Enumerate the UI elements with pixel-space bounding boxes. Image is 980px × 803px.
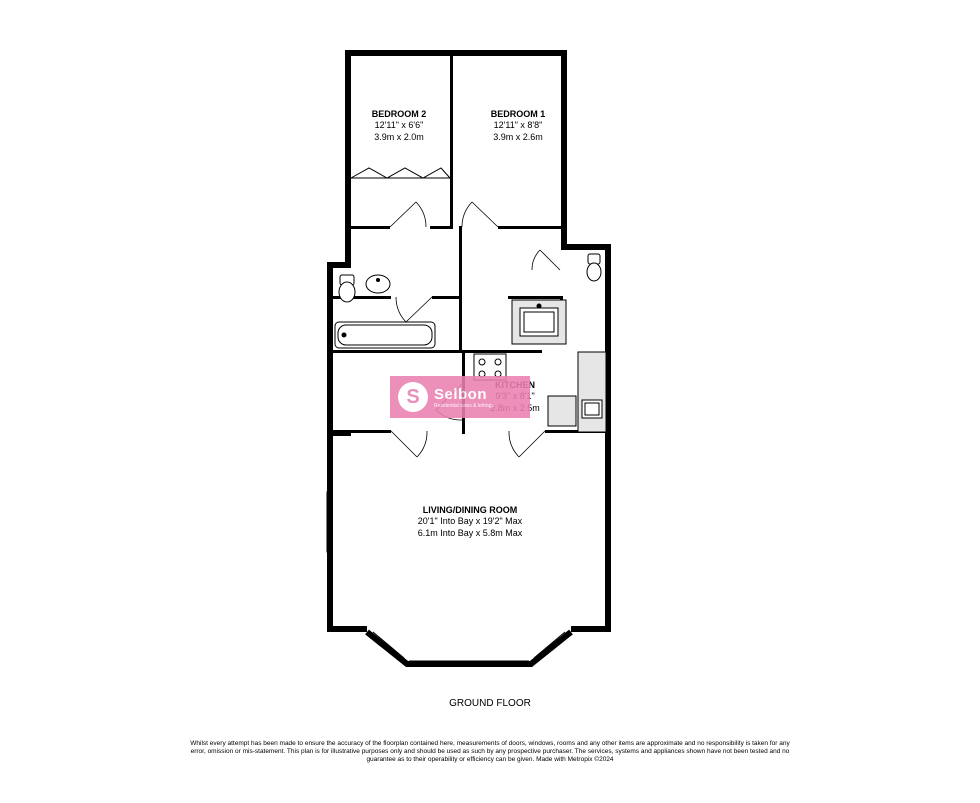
label-bedroom1: BEDROOM 1 12'11" x 8'8" 3.9m x 2.6m [458,109,578,143]
bedroom2-name: BEDROOM 2 [339,109,459,120]
floorplan-stage: BEDROOM 2 12'11" x 6'6" 3.9m x 2.0m BEDR… [0,0,980,803]
bedroom1-imperial: 12'11" x 8'8" [458,120,578,131]
bedroom2-wardrobe [351,168,450,178]
watermark-tagline: Residential sales & lettings [434,403,494,409]
disclaimer-text: Whilst every attempt has been made to en… [190,740,790,764]
living-metric: 6.1m Into Bay x 5.8m Max [390,528,550,539]
bathroom-fixtures [335,275,435,348]
bedroom2-metric: 3.9m x 2.0m [339,132,459,143]
watermark-badge: S Selbon Residential sales & lettings [390,376,530,418]
bedroom1-metric: 3.9m x 2.6m [458,132,578,143]
watermark-brand: Selbon [434,386,494,403]
label-living: LIVING/DINING ROOM 20'1" Into Bay x 19'2… [390,505,550,539]
living-imperial: 20'1" Into Bay x 19'2" Max [390,516,550,527]
watermark-logo-icon: S [398,382,428,412]
watermark-text: Selbon Residential sales & lettings [434,386,494,409]
bedroom1-name: BEDROOM 1 [458,109,578,120]
floor-title: GROUND FLOOR [390,698,590,709]
bedroom2-imperial: 12'11" x 6'6" [339,120,459,131]
label-bedroom2: BEDROOM 2 12'11" x 6'6" 3.9m x 2.0m [339,109,459,143]
living-name: LIVING/DINING ROOM [390,505,550,516]
wc-fixtures [587,254,601,281]
